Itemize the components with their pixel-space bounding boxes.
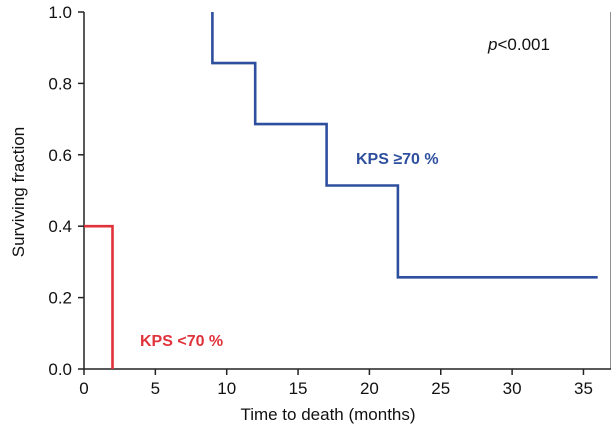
series-line-kps-low	[84, 224, 114, 369]
series-label-kps-high: KPS ≥70 %	[356, 151, 439, 168]
y-tick-label: 0.6	[48, 146, 72, 165]
x-tick-label: 5	[151, 379, 160, 398]
series-line-kps-high	[211, 12, 598, 279]
x-tick-label: 25	[431, 379, 450, 398]
x-tick-label: 35	[574, 379, 593, 398]
x-tick-label: 0	[79, 379, 88, 398]
x-tick-label: 20	[360, 379, 379, 398]
p-value-rest: <0.001	[497, 35, 549, 54]
axes: 0.0 0.2 0.4 0.6 0.8 1.0 0 5 10 15 20 25 30 35	[48, 3, 611, 398]
x-axis-title: Time to death (months)	[240, 405, 415, 424]
x-tick-label: 30	[503, 379, 522, 398]
y-axis-title: Surviving fraction	[9, 127, 28, 257]
series-label-kps-low: KPS <70 %	[140, 333, 223, 350]
x-tick-label: 15	[289, 379, 308, 398]
y-tick-label: 0.0	[48, 360, 72, 379]
y-tick-label: 0.8	[48, 74, 72, 93]
p-value-italic: p	[487, 35, 497, 54]
p-value-annotation: p<0.001	[487, 35, 550, 54]
y-tick-label: 0.4	[48, 217, 72, 236]
x-tick-label: 10	[217, 379, 236, 398]
y-tick-label: 1.0	[48, 3, 72, 22]
series-lines	[84, 12, 598, 369]
y-tick-label: 0.2	[48, 289, 72, 308]
